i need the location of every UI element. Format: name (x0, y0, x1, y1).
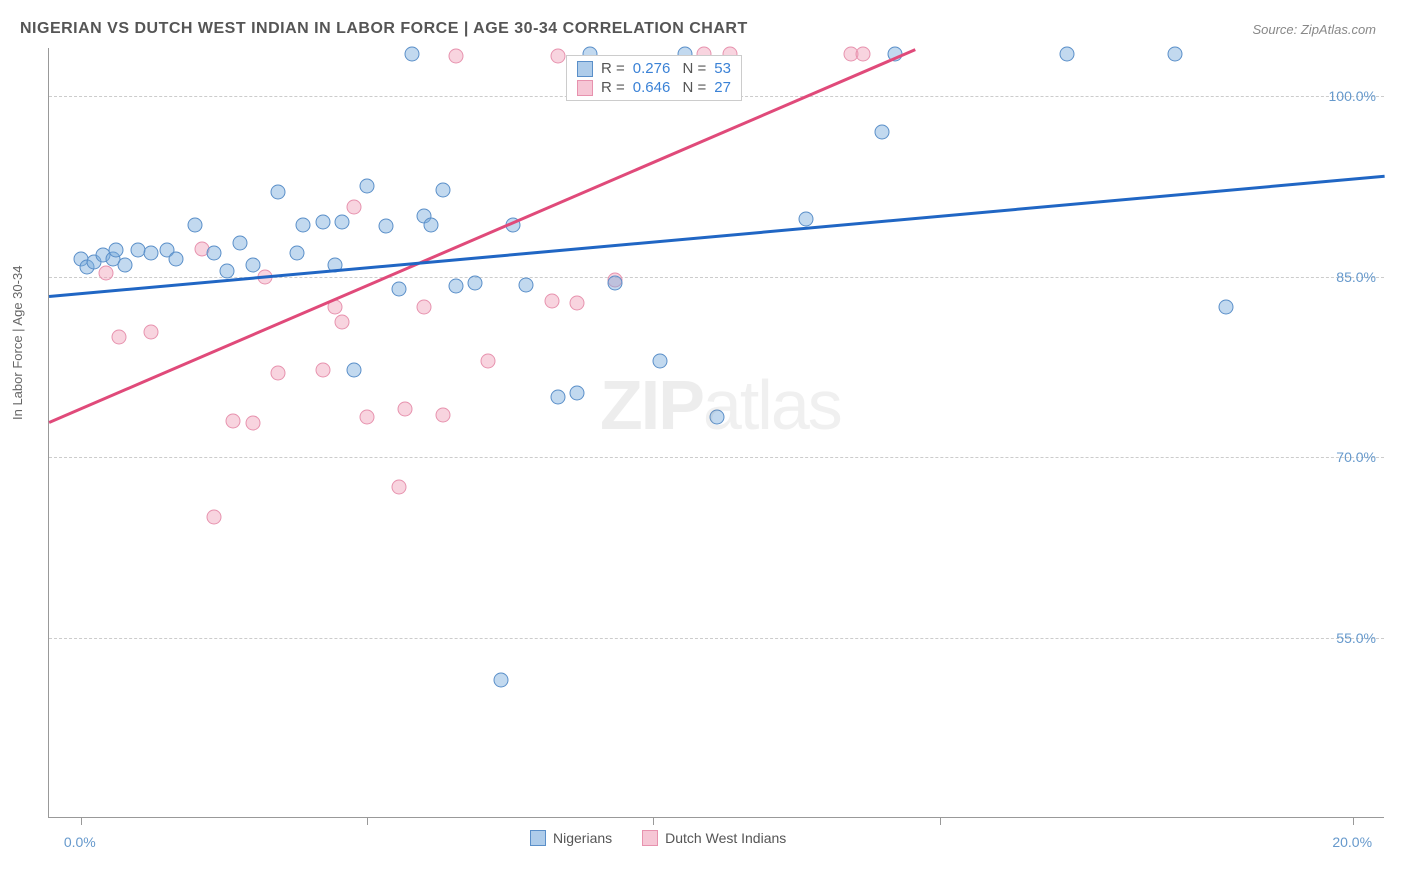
data-point (1059, 47, 1074, 62)
corr-n-value: 53 (714, 60, 731, 77)
data-point (271, 365, 286, 380)
data-point (519, 278, 534, 293)
data-point (652, 353, 667, 368)
data-point (315, 363, 330, 378)
y-axis-label: In Labor Force | Age 30-34 (10, 266, 25, 420)
gridline (49, 457, 1384, 458)
legend-label: Dutch West Indians (665, 830, 786, 846)
corr-r-label: R = (601, 60, 625, 77)
data-point (169, 251, 184, 266)
data-point (315, 215, 330, 230)
corr-r-value: 0.646 (633, 79, 671, 96)
xtick (940, 817, 941, 825)
data-point (449, 49, 464, 64)
data-point (290, 245, 305, 260)
data-point (360, 179, 375, 194)
square-icon (577, 61, 593, 77)
data-point (404, 47, 419, 62)
xtick (81, 817, 82, 825)
data-point (207, 245, 222, 260)
data-point (108, 243, 123, 258)
data-point (608, 275, 623, 290)
corr-n-label: N = (678, 79, 706, 96)
data-point (550, 49, 565, 64)
ytick-label: 70.0% (1336, 449, 1376, 465)
ytick-label: 100.0% (1329, 88, 1376, 104)
square-icon (530, 830, 546, 846)
xtick (653, 817, 654, 825)
data-point (436, 182, 451, 197)
correlation-box: R = 0.276 N = 53 R = 0.646 N = 27 (566, 55, 742, 101)
trend-line (49, 48, 917, 423)
square-icon (577, 80, 593, 96)
data-point (347, 199, 362, 214)
data-point (480, 353, 495, 368)
corr-n-label: N = (678, 60, 706, 77)
data-point (226, 413, 241, 428)
data-point (188, 217, 203, 232)
data-point (118, 257, 133, 272)
data-point (232, 235, 247, 250)
chart-title: NIGERIAN VS DUTCH WEST INDIAN IN LABOR F… (20, 20, 748, 38)
ytick-label: 55.0% (1336, 630, 1376, 646)
square-icon (642, 830, 658, 846)
corr-r-label: R = (601, 79, 625, 96)
data-point (423, 217, 438, 232)
legend-item-blue: Nigerians (530, 830, 612, 846)
data-point (468, 275, 483, 290)
corr-row-pink: R = 0.646 N = 27 (577, 79, 731, 96)
gridline (49, 638, 1384, 639)
data-point (360, 410, 375, 425)
data-point (143, 324, 158, 339)
data-point (245, 416, 260, 431)
xtick (367, 817, 368, 825)
corr-r-value: 0.276 (633, 60, 671, 77)
data-point (417, 299, 432, 314)
data-point (875, 125, 890, 140)
data-point (856, 47, 871, 62)
source-attribution: Source: ZipAtlas.com (1252, 22, 1376, 37)
data-point (379, 219, 394, 234)
data-point (570, 386, 585, 401)
data-point (570, 296, 585, 311)
data-point (207, 510, 222, 525)
data-point (550, 389, 565, 404)
xtick-label: 20.0% (1332, 834, 1372, 850)
data-point (99, 265, 114, 280)
data-point (799, 211, 814, 226)
data-point (710, 410, 725, 425)
data-point (1168, 47, 1183, 62)
data-point (391, 480, 406, 495)
legend-item-pink: Dutch West Indians (642, 830, 786, 846)
trend-line (49, 174, 1385, 297)
data-point (143, 245, 158, 260)
data-point (334, 315, 349, 330)
xtick (1353, 817, 1354, 825)
data-point (493, 672, 508, 687)
data-point (391, 281, 406, 296)
legend-label: Nigerians (553, 830, 612, 846)
data-point (449, 279, 464, 294)
data-point (1218, 299, 1233, 314)
legend: Nigerians Dutch West Indians (530, 830, 786, 846)
data-point (296, 217, 311, 232)
data-point (245, 257, 260, 272)
corr-row-blue: R = 0.276 N = 53 (577, 60, 731, 77)
data-point (544, 293, 559, 308)
data-point (398, 401, 413, 416)
data-point (334, 215, 349, 230)
corr-n-value: 27 (714, 79, 731, 96)
xtick-label: 0.0% (64, 834, 96, 850)
data-point (220, 263, 235, 278)
data-point (271, 185, 286, 200)
data-point (347, 363, 362, 378)
data-point (111, 329, 126, 344)
ytick-label: 85.0% (1336, 269, 1376, 285)
plot-area (48, 48, 1384, 818)
data-point (436, 407, 451, 422)
